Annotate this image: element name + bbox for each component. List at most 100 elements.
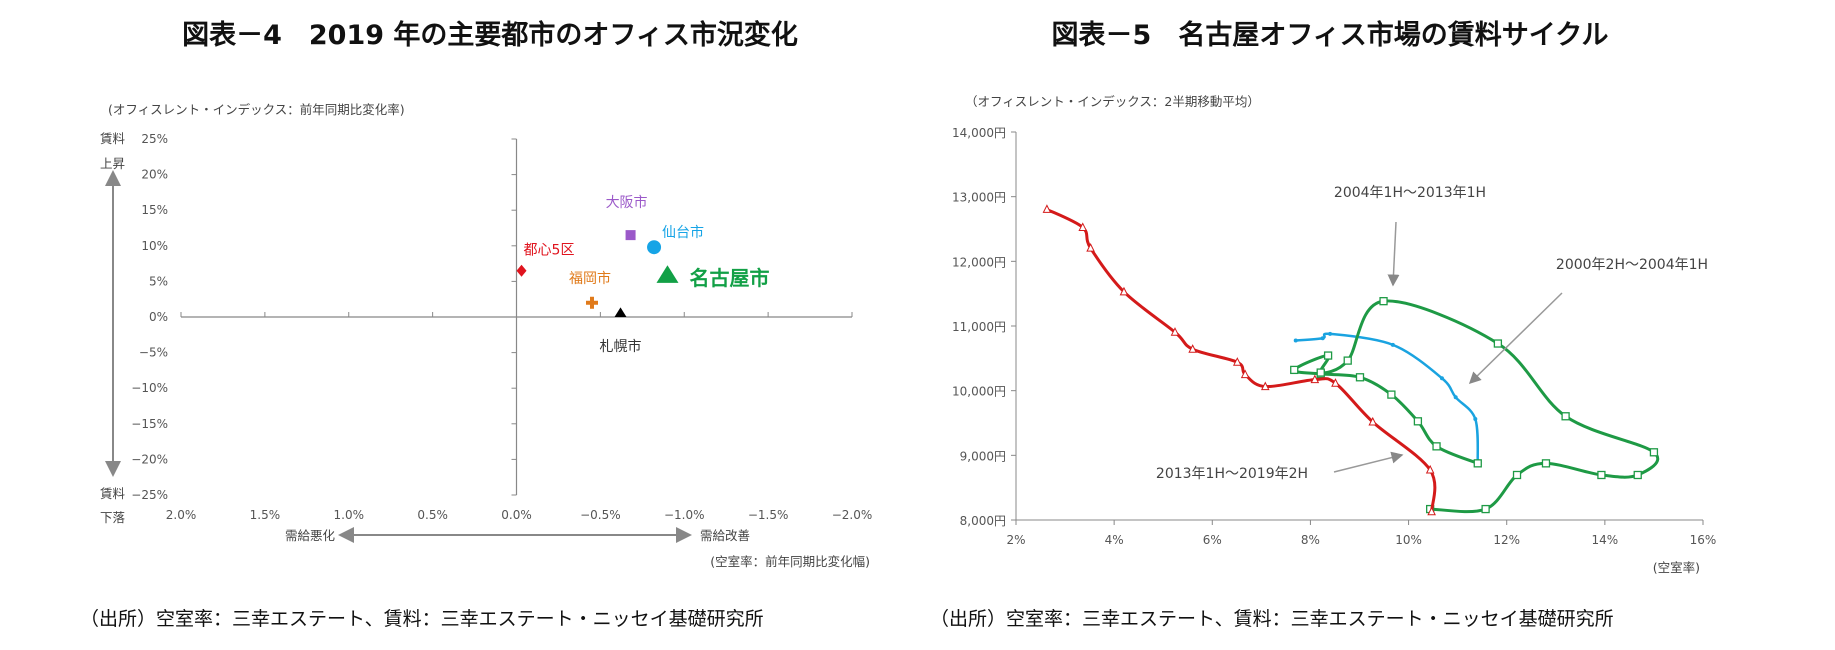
x-right-label: 需給改善 (700, 528, 750, 543)
chart-5-xlabel: (空室率) (1653, 560, 1700, 575)
y-tick-label: −25% (131, 488, 168, 502)
data-point-triangle (1310, 374, 1320, 384)
point-label: 札幌市 (600, 338, 642, 355)
y-tick-label: 15% (141, 203, 168, 217)
point-label: 福岡市 (569, 270, 611, 287)
annotation-arrow (1468, 292, 1563, 385)
data-point-triangle (1170, 327, 1180, 336)
data-point-square (1481, 504, 1490, 514)
data-point-square (1355, 373, 1365, 382)
data-point-triangle (1233, 357, 1242, 366)
y-tick-label: 5% (149, 274, 168, 288)
data-point-square (1413, 417, 1423, 426)
data-point-triangle (1260, 381, 1270, 391)
y-tick-label: −10% (131, 381, 168, 395)
y-bottom-label-1: 賃料 (100, 486, 126, 501)
data-point-triangle (1188, 344, 1197, 353)
data-point-triangle (1368, 416, 1378, 426)
point-label: 大阪市 (606, 194, 648, 211)
data-point-square (1561, 412, 1570, 421)
data-point-square (1473, 459, 1482, 468)
x-tick-label: 14% (1592, 533, 1619, 547)
y-tick-label: 10% (141, 239, 168, 253)
y-tick-label: 0% (149, 310, 168, 324)
data-point (1390, 342, 1395, 347)
x-tick-label: 1.5% (250, 508, 281, 522)
x-tick-label: −1.0% (664, 508, 705, 522)
y-tick-label: −5% (139, 346, 168, 360)
x-tick-label: 8% (1301, 533, 1320, 547)
data-point-triangle (1425, 464, 1435, 474)
data-point-triangle (1119, 286, 1129, 296)
data-point-square (1597, 470, 1606, 480)
x-tick-label: −0.5% (580, 508, 621, 522)
y-tick-label: 8,000円 (960, 514, 1006, 528)
y-tick-label: 9,000円 (960, 449, 1006, 463)
data-point-square (1493, 339, 1503, 348)
x-tick-label: 6% (1203, 533, 1222, 547)
data-point-square (1387, 390, 1396, 399)
y-tick-label: −20% (131, 452, 168, 466)
data-point-square (1343, 356, 1352, 365)
chart-4-source: （出所）空室率：三幸エステート、賃料：三幸エステート・ニッセイ基礎研究所 (80, 608, 764, 630)
y-tick-label: 12,000円 (952, 255, 1006, 269)
annotation-arrow (1333, 451, 1404, 473)
x-tick-label: 0.5% (417, 508, 448, 522)
y-tick-label: 20% (141, 168, 168, 182)
y-top-label-2: 上昇 (100, 156, 125, 171)
data-point (1439, 376, 1444, 381)
chart-4-ylabel: (オフィスレント・インデックス：前年同期比変化率) (108, 102, 405, 117)
x-tick-label: 16% (1690, 533, 1717, 547)
point-label: 都心5区 (524, 243, 575, 259)
data-point-triangle (1042, 204, 1052, 213)
chart-5-source: （出所）空室率：三幸エステート、賃料：三幸エステート・ニッセイ基礎研究所 (930, 608, 1614, 630)
x-tick-label: 2% (1006, 533, 1025, 547)
chart-5-ylabel: （オフィスレント・インデックス：2半期移動平均） (965, 94, 1260, 109)
y-bottom-label-2: 下落 (100, 510, 126, 525)
data-point-square (1541, 459, 1551, 468)
data-point-triangle (1331, 378, 1340, 387)
data-point-triangle (1078, 222, 1088, 231)
series-label-2013-2019: 2013年1H～2019年2H (1156, 466, 1308, 482)
annotation-arrow (1387, 221, 1400, 287)
y-tick-label: −15% (131, 417, 168, 431)
data-point-square (1649, 448, 1659, 457)
data-point-square (1633, 470, 1642, 480)
series-line (1295, 332, 1480, 464)
y-tick-label: 11,000円 (952, 320, 1006, 334)
data-point-square (1316, 368, 1325, 377)
chart-4-title: 図表－4 2019 年の主要都市のオフィス市況変化 (182, 19, 798, 51)
data-point (1328, 331, 1333, 336)
x-tick-label: 12% (1493, 533, 1520, 547)
series-label-2000-2004: 2000年2H～2004年1H (1556, 257, 1708, 273)
point-cross (589, 296, 594, 309)
data-point (1473, 416, 1478, 421)
data-point (1293, 338, 1298, 343)
point-diamond (516, 264, 527, 277)
point-square (625, 230, 636, 241)
x-left-label: 需給悪化 (285, 528, 336, 543)
x-tick-label: 10% (1395, 533, 1422, 547)
data-point-square (1290, 365, 1299, 375)
data-point (1453, 395, 1458, 400)
data-point-triangle (1086, 243, 1095, 252)
y-tick-label: 14,000円 (952, 126, 1006, 140)
y-top-label-1: 賃料 (100, 131, 126, 146)
x-tick-label: −1.5% (748, 508, 789, 522)
x-tick-label: −2.0% (832, 508, 873, 522)
point-label: 名古屋市 (689, 266, 769, 290)
data-point-square (1432, 442, 1441, 451)
point-triangle (656, 265, 679, 283)
data-point-triangle (1427, 506, 1436, 516)
chart-5-title: 図表－5 名古屋オフィス市場の賃料サイクル (1052, 19, 1609, 51)
x-tick-label: 1.0% (334, 508, 365, 522)
x-tick-label: 0.0% (501, 508, 532, 522)
chart-5: 図表－5 名古屋オフィス市場の賃料サイクル （オフィスレント・インデックス：2半… (930, 19, 1716, 630)
data-point-square (1379, 297, 1388, 306)
series-label-2004-2013: 2004年1H～2013年1H (1334, 185, 1486, 201)
point-circle (647, 240, 662, 255)
point-label: 仙台市 (662, 224, 704, 241)
x-tick-label: 2.0% (166, 508, 197, 522)
data-point-square (1512, 470, 1522, 480)
